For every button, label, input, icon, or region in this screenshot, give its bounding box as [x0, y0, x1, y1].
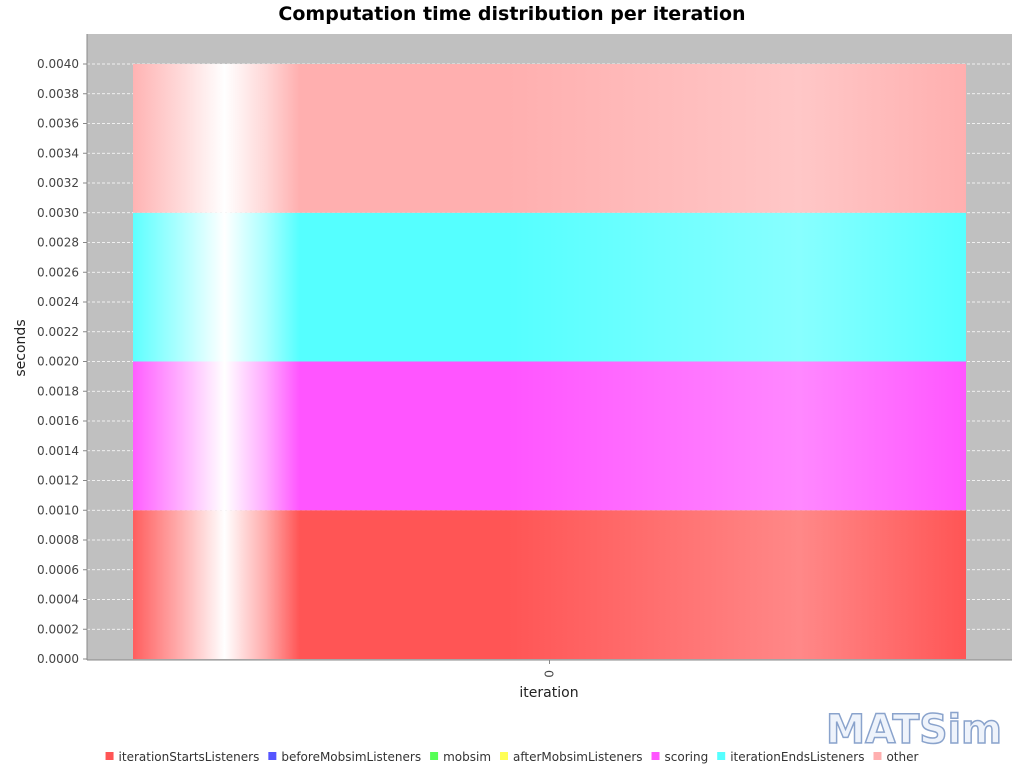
legend-label: mobsim: [443, 750, 491, 764]
y-tick-label: 0.0006: [37, 563, 79, 577]
y-tick-label: 0.0028: [37, 236, 79, 250]
bar-stack: [133, 64, 966, 659]
legend-swatch: [651, 752, 660, 760]
legend-swatch: [717, 752, 726, 760]
y-tick-label: 0.0040: [37, 57, 79, 71]
y-tick-label: 0.0024: [37, 295, 79, 309]
y-axis-label: seconds: [13, 319, 29, 376]
x-tick-label: 0: [543, 670, 557, 678]
y-tick-label: 0.0016: [37, 414, 79, 428]
y-tick-label: 0.0014: [37, 444, 79, 458]
legend-swatch: [873, 752, 882, 760]
y-tick-label: 0.0004: [37, 593, 79, 607]
y-tick-label: 0.0020: [37, 355, 79, 369]
y-tick-label: 0.0018: [37, 384, 79, 398]
x-tick-labels: 0: [543, 660, 557, 678]
y-tick-label: 0.0036: [37, 117, 79, 131]
y-tick-label: 0.0002: [37, 622, 79, 636]
legend-swatch: [105, 752, 114, 760]
y-tick-label: 0.0012: [37, 474, 79, 488]
bar-segment-other: [133, 64, 966, 213]
y-tick-label: 0.0022: [37, 325, 79, 339]
legend-label: afterMobsimListeners: [513, 750, 643, 764]
x-axis-label: iteration: [519, 685, 578, 701]
matsim-logo: MATSim: [826, 707, 1002, 753]
y-tick-label: 0.0030: [37, 206, 79, 220]
legend-swatch: [430, 752, 439, 760]
y-tick-label: 0.0010: [37, 503, 79, 517]
y-tick-label: 0.0008: [37, 533, 79, 547]
y-tick-label: 0.0032: [37, 176, 79, 190]
y-tick-label: 0.0026: [37, 265, 79, 279]
legend-label: iterationStartsListeners: [119, 750, 260, 764]
legend-label: iterationEndsListeners: [730, 750, 864, 764]
legend-label: beforeMobsimListeners: [281, 750, 421, 764]
bar-segment-scoring: [133, 361, 966, 511]
y-tick-label: 0.0034: [37, 146, 79, 160]
y-tick-labels: 0.0000 0.0002 0.0004 0.0006 0.0008 0.0010 0.00…: [37, 57, 87, 666]
legend-label: scoring: [665, 750, 709, 764]
y-tick-label: 0.0038: [37, 87, 79, 101]
legend-swatch: [500, 752, 509, 760]
chart-title: Computation time distribution per iterat…: [278, 3, 745, 25]
bar-segment-iterationEndsListeners: [133, 212, 966, 362]
legend-label: other: [886, 750, 918, 764]
legend-swatch: [268, 752, 277, 760]
y-tick-label: 0.0000: [37, 652, 79, 666]
bar-segment-iterationStartsListeners: [133, 510, 966, 659]
legend: iterationStartsListeners beforeMobsimList…: [105, 750, 919, 764]
